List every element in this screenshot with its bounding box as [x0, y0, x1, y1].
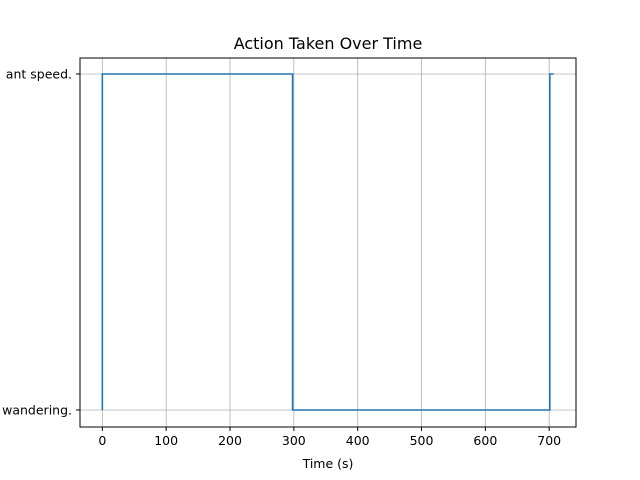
x-tick-label: 400	[346, 433, 370, 448]
series-line	[101, 73, 554, 411]
series-layer	[101, 73, 554, 411]
x-tick-label: 0	[98, 433, 106, 448]
y-axis-ticks: wandering. ant speed.	[2, 67, 80, 418]
x-axis-ticks: 0 100 200 300 400 500 600 700	[98, 427, 561, 448]
x-tick-label: 700	[537, 433, 561, 448]
x-axis-label: Time (s)	[302, 456, 354, 471]
x-tick-label: 200	[218, 433, 242, 448]
x-tick-label: 500	[410, 433, 434, 448]
x-tick-label: 600	[473, 433, 497, 448]
x-tick-label: 100	[154, 433, 178, 448]
grid-lines	[80, 58, 576, 427]
chart-title: Action Taken Over Time	[234, 34, 423, 53]
y-tick-label: wandering.	[2, 403, 72, 418]
plot-frame	[79, 57, 577, 428]
x-tick-label: 300	[282, 433, 306, 448]
y-tick-label: ant speed.	[6, 67, 72, 82]
